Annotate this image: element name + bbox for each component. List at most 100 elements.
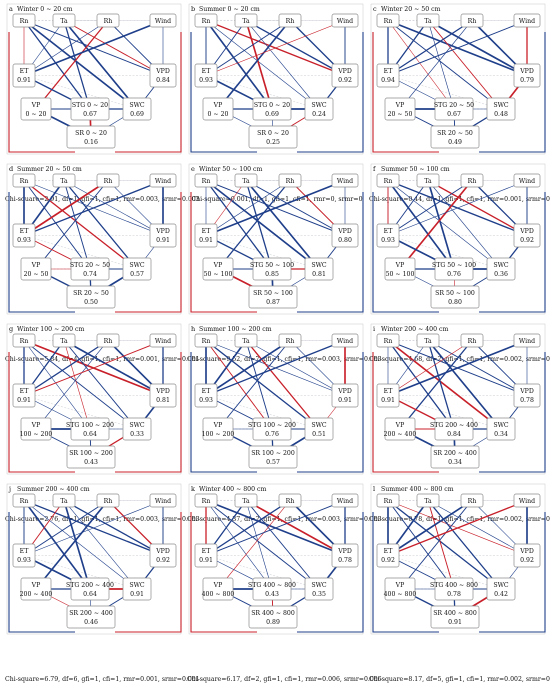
node-rn: Rn	[12, 333, 36, 348]
path-arrow-rn-stg	[205, 500, 273, 590]
path-arrow-rn-stg	[23, 340, 91, 430]
node-value-stg: 0.84	[447, 431, 461, 438]
node-label-stg: STG 20 ~ 50	[434, 102, 474, 109]
node-rh: Rh	[96, 13, 120, 28]
path-arrow-rn-stg	[205, 20, 273, 110]
node-ta: Ta	[234, 173, 258, 188]
path-arrow-rn-stg	[387, 20, 455, 110]
panel-title: Winter 20 ~ 50 cm	[381, 6, 441, 13]
path-arrow-rh-et	[387, 19, 473, 77]
node-value-vp: 0 ~ 20	[26, 111, 47, 118]
node-value-stg: 0.64	[83, 431, 97, 438]
node-sr: SR 400 ~ 800 0.91	[430, 605, 480, 629]
path-arrow-ta-stg	[245, 20, 273, 110]
node-sr: SR 200 ~ 400 0.34	[430, 445, 480, 469]
node-label-stg: STG 200 ~ 400	[430, 422, 478, 429]
node-value-vp: 200 ~ 400	[384, 431, 417, 438]
node-value-et: 0.91	[199, 557, 213, 564]
node-stg: STG 200 ~ 400 0.84	[430, 417, 478, 441]
node-wind: Wind	[149, 333, 177, 348]
node-value-et: 0.92	[381, 557, 395, 564]
node-value-et: 0.93	[17, 557, 31, 564]
node-label-wind: Wind	[337, 178, 353, 185]
node-label-swc: SWC	[311, 582, 327, 589]
sem-panel-d: d Summer 20 ~ 50 cm Rn Ta Rh Wind ET 0.93 VPD 0.9…	[5, 162, 200, 367]
path-arrow-ta-stg	[245, 500, 273, 590]
node-label-et: ET	[202, 228, 212, 235]
node-label-sr: SR 400 ~ 800	[251, 610, 295, 617]
node-sr: SR 0 ~ 20 0.25	[248, 125, 298, 149]
node-label-wind: Wind	[519, 498, 535, 505]
node-value-stg: 0.64	[83, 591, 97, 598]
path-arrow-ta-stg	[245, 180, 273, 270]
path-arrow-wind-et	[23, 19, 164, 77]
node-label-vpd: VPD	[337, 548, 352, 555]
node-label-vp: VP	[395, 582, 405, 589]
outer-path-right	[479, 352, 546, 473]
node-sr: SR 50 ~ 100 0.87	[248, 285, 298, 309]
path-arrow-rh-vp	[399, 20, 473, 110]
node-value-swc: 0.24	[312, 111, 326, 118]
node-wind: Wind	[149, 493, 177, 508]
model-fit-stats: Chi-square=2.91, df=1, gfi=1, cfi=1, rmr…	[5, 196, 200, 203]
path-arrow-ta-vpd	[63, 499, 164, 557]
path-arrow-rn-stg	[387, 180, 455, 270]
node-stg: STG 20 ~ 50 0.74	[70, 257, 110, 281]
node-stg: STG 100 ~ 200 0.76	[248, 417, 296, 441]
node-value-stg: 0.67	[447, 111, 461, 118]
node-ta: Ta	[416, 493, 440, 508]
path-arrow-ta-stg	[427, 20, 455, 110]
node-value-sr: 0.16	[84, 139, 98, 146]
node-label-rh: Rh	[286, 498, 295, 505]
model-fit-stats: Chi-square=4.37, df=2, gfi=1, cfi=1, rmr…	[187, 516, 382, 523]
node-rh: Rh	[278, 13, 302, 28]
faint-path	[387, 555, 502, 590]
node-value-vp: 0 ~ 20	[208, 111, 229, 118]
node-ta: Ta	[234, 493, 258, 508]
path-arrow-wind-et	[205, 500, 346, 556]
path-arrow-rh-et	[23, 179, 109, 237]
node-rn: Rn	[376, 493, 400, 508]
path-diagram-i: i Winter 200 ~ 400 cm Rn Ta Rh Wind ET 0.91 VPD 0…	[370, 323, 546, 475]
path-arrow-rh-vp	[217, 500, 291, 590]
path-diagram-f: f Summer 50 ~ 100 cm Rn Ta Rh Wind ET 0.93 VPD 0.…	[370, 163, 546, 315]
node-stg: STG 400 ~ 800 0.78	[430, 577, 478, 601]
node-vp: VP 100 ~ 200	[202, 417, 234, 441]
node-rh: Rh	[460, 173, 484, 188]
path-arrow-ta-vpd	[63, 20, 164, 76]
node-wind: Wind	[513, 173, 541, 188]
node-label-swc: SWC	[311, 422, 327, 429]
node-et: ET 0.93	[12, 223, 36, 248]
node-value-vpd: 0.81	[156, 397, 170, 404]
outer-path-left	[8, 32, 75, 153]
node-wind: Wind	[331, 493, 359, 508]
node-vp: VP 200 ~ 400	[20, 577, 52, 601]
panel-letter: d	[9, 165, 13, 173]
sem-panel-a: a Winter 0 ~ 20 cm Rn Ta Rh Wind ET 0.91 VPD 0.84…	[5, 2, 200, 207]
node-value-stg: 0.43	[265, 591, 279, 598]
faint-path	[23, 395, 138, 430]
path-arrow-rh-vp	[35, 20, 109, 110]
node-label-ta: Ta	[60, 18, 68, 25]
node-label-stg: STG 400 ~ 800	[248, 582, 296, 589]
node-rh: Rh	[96, 173, 120, 188]
node-value-vp: 20 ~ 50	[24, 271, 49, 278]
node-value-swc: 0.91	[130, 591, 144, 598]
node-value-stg: 0.76	[447, 271, 461, 278]
node-value-stg: 0.67	[83, 111, 97, 118]
path-arrow-rh-et	[205, 339, 291, 397]
node-value-swc: 0.33	[130, 431, 144, 438]
outer-path-right	[115, 352, 182, 473]
path-arrow-wind-et	[387, 339, 528, 397]
node-label-stg: STG 50 ~ 100	[250, 262, 294, 269]
node-vpd: VPD 0.78	[331, 543, 359, 568]
panel-letter: b	[191, 5, 195, 13]
path-arrow-wind-et	[205, 339, 346, 397]
sem-panel-c: c Winter 20 ~ 50 cm Rn Ta Rh Wind ET 0.94 VPD 0.7…	[369, 2, 550, 207]
node-value-swc: 0.34	[494, 431, 508, 438]
node-ta: Ta	[52, 493, 76, 508]
node-sr: SR 50 ~ 100 0.80	[430, 285, 480, 309]
node-rn: Rn	[376, 173, 400, 188]
path-arrow-rh-vp	[35, 499, 109, 590]
node-value-vpd: 0.78	[520, 397, 534, 404]
